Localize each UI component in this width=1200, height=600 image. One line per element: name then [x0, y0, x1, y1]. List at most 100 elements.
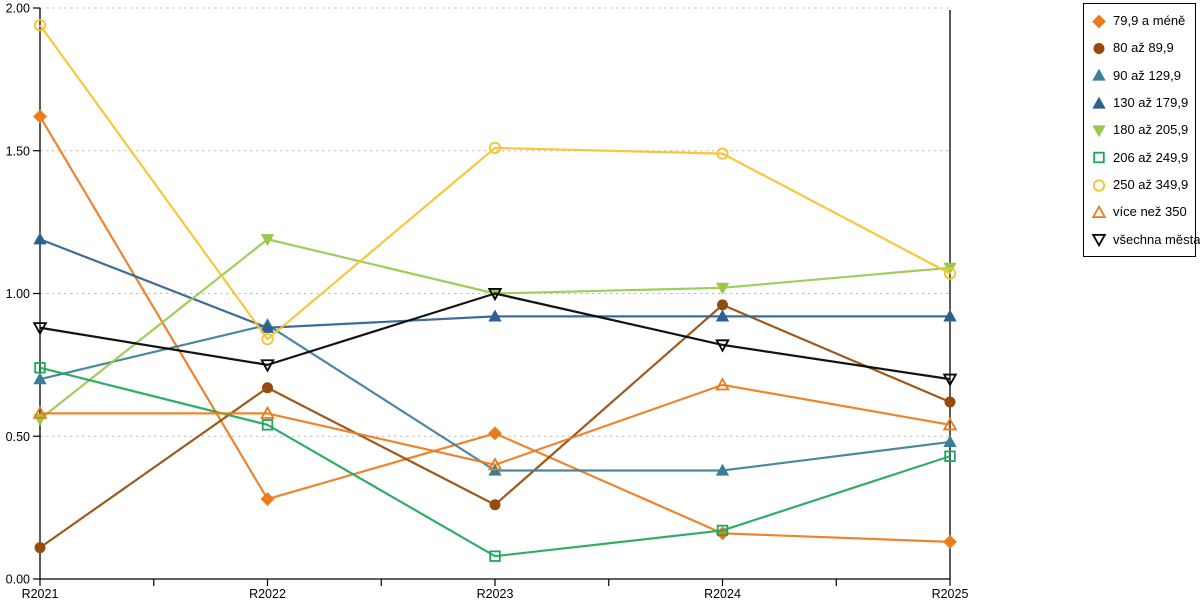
legend-marker-glyph [1091, 204, 1107, 218]
data-point-marker [488, 309, 502, 322]
series-5 [34, 362, 956, 562]
legend-item: 80 až 89,9 [1091, 35, 1195, 61]
y-tick-label: 2.00 [6, 2, 30, 16]
data-point-marker [717, 299, 728, 311]
data-point-marker [33, 109, 47, 124]
circle-icon [1091, 40, 1107, 56]
legend-marker-glyph [1092, 14, 1106, 29]
y-tick-label: 1.50 [6, 144, 30, 158]
x-tick-label: R2023 [477, 587, 514, 600]
series-1 [34, 299, 956, 554]
legend-item: 206 až 249,9 [1091, 144, 1195, 170]
triangle-down-icon [1091, 122, 1107, 138]
series-4 [33, 234, 957, 426]
legend-item-label: 80 až 89,9 [1113, 40, 1174, 56]
legend-item-label: 79,9 a méně [1113, 13, 1186, 29]
x-tick-label: R2022 [249, 587, 286, 600]
data-point-marker [489, 499, 501, 511]
x-tick-label: R2024 [704, 587, 741, 600]
x-tick-label: R2025 [932, 587, 969, 600]
legend-item: všechna města [1091, 226, 1200, 252]
data-point-marker [260, 234, 275, 247]
legend-item-label: více než 350 [1113, 204, 1187, 220]
triangle-up-outline-icon [1091, 204, 1107, 220]
triangle-up-icon [1091, 67, 1107, 83]
series-2 [33, 318, 957, 476]
data-point-marker [944, 396, 956, 408]
y-tick-label: 0.50 [6, 430, 30, 444]
data-point-marker [716, 147, 729, 160]
data-point-marker [943, 435, 957, 448]
triangle-up-icon [1091, 95, 1107, 111]
legend-marker-glyph [1092, 96, 1106, 109]
data-point-marker [489, 550, 501, 562]
series-line-2 [39, 323, 951, 472]
legend-item: více než 350 [1091, 199, 1195, 225]
legend-marker-glyph [1092, 179, 1106, 192]
data-point-marker [715, 339, 730, 353]
legend-item-label: 250 až 349,9 [1113, 177, 1189, 193]
data-point-marker [715, 282, 730, 295]
legend-marker-glyph [1092, 68, 1106, 81]
data-point-marker [33, 19, 47, 32]
legend-item-label: 130 až 179,9 [1113, 95, 1189, 111]
legend-item: 79,9 a méně [1091, 8, 1195, 34]
data-point-marker [487, 457, 503, 471]
legend-marker-glyph [1092, 125, 1106, 138]
data-point-marker [944, 450, 956, 462]
legend-item: 250 až 349,9 [1091, 172, 1195, 198]
series-0 [33, 109, 957, 549]
legend-item-label: všechna města [1113, 231, 1200, 247]
series-6 [33, 19, 957, 346]
y-tick-label: 0.00 [6, 573, 30, 587]
data-point-marker [942, 373, 958, 387]
data-point-marker [261, 419, 274, 431]
data-point-marker [34, 542, 46, 554]
legend-marker-glyph [1091, 234, 1107, 248]
data-point-marker [487, 288, 503, 302]
data-point-marker [33, 232, 47, 245]
series-line-6 [39, 24, 951, 341]
chart-legend: 79,9 a méně 80 až 89,9 90 až 129,9 130 a… [1083, 3, 1200, 257]
data-point-marker [943, 534, 957, 549]
data-point-marker [488, 141, 502, 154]
legend-item-label: 90 až 129,9 [1113, 67, 1181, 83]
data-point-marker [943, 309, 957, 322]
legend-item-label: 180 až 205,9 [1113, 122, 1189, 138]
series-line-4 [39, 238, 951, 420]
data-point-marker [260, 492, 275, 506]
data-point-marker [715, 463, 730, 476]
data-point-marker [942, 417, 958, 431]
series-7 [32, 377, 958, 471]
data-point-marker [716, 524, 729, 537]
series-line-5 [39, 366, 951, 558]
diamond-icon [1091, 13, 1107, 29]
data-point-marker [261, 333, 274, 346]
data-point-marker [715, 309, 730, 322]
series-line-1 [39, 303, 951, 549]
circle-outline-icon [1091, 177, 1107, 193]
data-point-marker [260, 320, 275, 333]
data-point-marker [260, 359, 275, 373]
data-point-marker [715, 377, 730, 391]
series-3 [33, 232, 957, 333]
x-tick-label: R2021 [22, 587, 59, 600]
square-outline-icon [1091, 149, 1107, 165]
data-point-marker [33, 372, 47, 385]
data-point-marker [943, 267, 957, 280]
legend-item-label: 206 až 249,9 [1113, 149, 1189, 165]
series-line-7 [40, 383, 951, 466]
data-point-marker [34, 362, 46, 374]
legend-item: 130 až 179,9 [1091, 90, 1195, 116]
y-tick-label: 1.00 [6, 287, 30, 301]
legend-marker-glyph [1093, 152, 1105, 164]
data-point-marker [260, 405, 275, 419]
data-point-marker [32, 405, 48, 419]
legend-item: 90 až 129,9 [1091, 62, 1195, 88]
triangle-down-outline-icon [1091, 231, 1107, 248]
series-line-8 [39, 292, 951, 381]
data-point-marker [488, 426, 502, 441]
series-8 [32, 288, 958, 387]
